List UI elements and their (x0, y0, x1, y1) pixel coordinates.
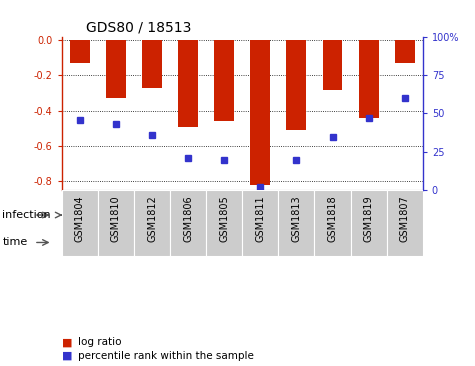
Text: 1 hour: 1 hour (136, 238, 168, 247)
Text: GSM1819: GSM1819 (363, 195, 374, 242)
Text: GSM1805: GSM1805 (219, 195, 229, 242)
Bar (170, 229, 206, 256)
Bar (387, 229, 423, 256)
Text: percentile rank within the sample: percentile rank within the sample (78, 351, 254, 361)
Bar (62, 190, 98, 256)
Bar (250, 40, 270, 185)
Text: GSM1807: GSM1807 (399, 195, 410, 242)
Bar (206, 201, 423, 229)
Bar (62, 201, 206, 229)
Text: GSM1806: GSM1806 (183, 195, 193, 242)
Bar (314, 190, 351, 256)
Text: ■: ■ (62, 351, 72, 361)
Text: 4 hour: 4 hour (172, 238, 204, 247)
Bar (359, 40, 379, 118)
Bar (106, 40, 126, 98)
Bar (395, 40, 415, 63)
Text: GSM1804: GSM1804 (75, 195, 85, 242)
Text: time: time (2, 238, 28, 247)
Bar (351, 229, 387, 256)
Text: log ratio: log ratio (78, 337, 122, 347)
Text: wildtype: wildtype (291, 210, 338, 220)
Text: 1 hour: 1 hour (299, 238, 330, 247)
Text: GSM1812: GSM1812 (147, 195, 157, 242)
Bar (134, 229, 170, 256)
Bar (278, 229, 351, 256)
Text: 0.5 hour: 0.5 hour (222, 238, 263, 247)
Text: GSM1810: GSM1810 (111, 195, 121, 242)
Text: GSM1818: GSM1818 (327, 195, 338, 242)
Bar (323, 40, 342, 90)
Text: GDS80 / 18513: GDS80 / 18513 (86, 21, 191, 35)
Bar (178, 40, 198, 127)
Text: mock: mock (119, 210, 149, 220)
Bar (206, 190, 242, 256)
Bar (70, 40, 90, 63)
Bar (170, 190, 206, 256)
Text: infection: infection (2, 210, 51, 220)
Bar (134, 190, 170, 256)
Bar (142, 40, 162, 88)
Text: 2 hour: 2 hour (353, 238, 384, 247)
Bar (351, 190, 387, 256)
Text: 0.5 hour: 0.5 hour (77, 238, 118, 247)
Bar (98, 190, 134, 256)
Bar (387, 190, 423, 256)
Bar (62, 229, 134, 256)
Text: GSM1811: GSM1811 (255, 195, 266, 242)
Text: GSM1813: GSM1813 (291, 195, 302, 242)
Bar (278, 190, 314, 256)
Bar (206, 229, 278, 256)
Bar (214, 40, 234, 122)
Text: 4 hour: 4 hour (389, 238, 420, 247)
Text: ■: ■ (62, 337, 72, 347)
Bar (242, 190, 278, 256)
Bar (286, 40, 306, 130)
